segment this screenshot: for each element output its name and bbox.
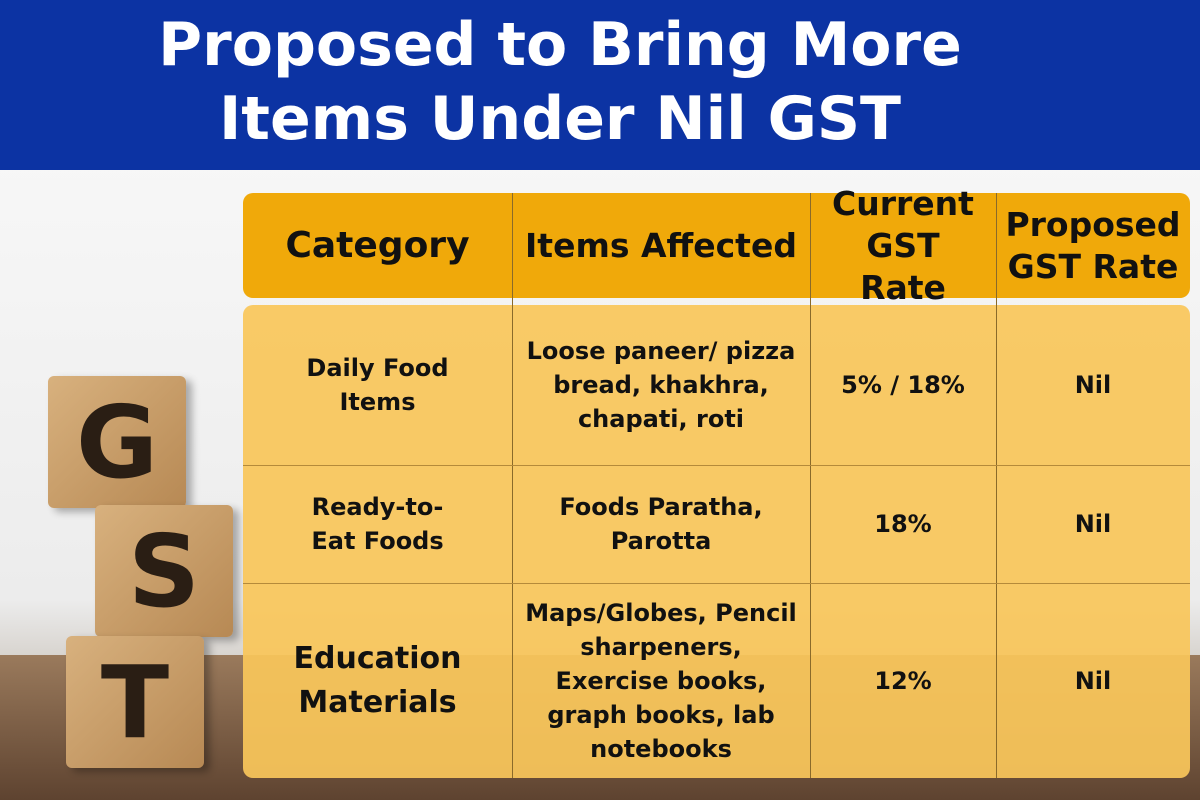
table-cell: Foods Paratha, Parotta xyxy=(559,493,763,555)
table-cell: 12% xyxy=(874,666,932,695)
letter-block: S xyxy=(95,505,233,637)
table-cell: Nil xyxy=(1074,510,1112,538)
header-banner: Proposed to Bring More Items Under Nil G… xyxy=(0,0,1200,170)
column-header: Items Affected xyxy=(525,225,797,265)
row-divider xyxy=(243,583,1190,584)
row-divider xyxy=(243,465,1190,466)
column-header: Category xyxy=(285,224,470,266)
table-cell: Education Materials xyxy=(293,640,462,720)
table-cell: Daily Food Items xyxy=(306,354,449,416)
table-cell: Nil xyxy=(1074,666,1112,695)
column-header: Proposed GST Rate xyxy=(1005,204,1181,286)
table-header-bg xyxy=(243,193,1190,298)
column-header: Current GST Rate xyxy=(832,183,974,307)
table-cell: 18% xyxy=(874,510,932,538)
table-body-bg xyxy=(243,305,1190,778)
column-divider xyxy=(810,193,811,778)
letter-block: G xyxy=(48,376,186,508)
column-divider xyxy=(996,193,997,778)
title: Proposed to Bring More Items Under Nil G… xyxy=(158,10,962,154)
column-divider xyxy=(512,193,513,778)
table-cell: Maps/Globes, Pencil sharpeners, Exercise… xyxy=(525,598,797,763)
table-cell: Nil xyxy=(1074,371,1112,399)
table-cell: Ready-to- Eat Foods xyxy=(311,493,444,555)
letter-block: T xyxy=(66,636,204,768)
table-cell: Loose paneer/ pizza bread, khakhra, chap… xyxy=(526,337,796,433)
table-cell: 5% / 18% xyxy=(841,371,965,399)
